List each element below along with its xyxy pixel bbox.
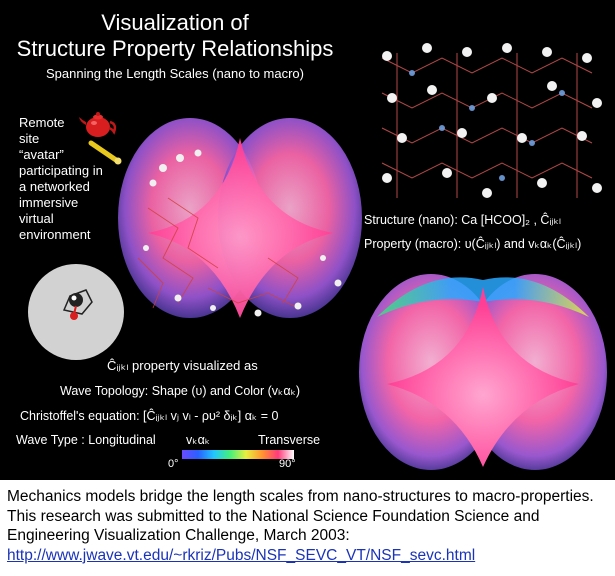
wand-icon (88, 140, 122, 165)
remote-text-line: Remote (19, 115, 65, 130)
poster: Visualization of Structure Property Rela… (0, 0, 615, 480)
title-line-1: Visualization of (101, 10, 249, 35)
title-line-2: Structure Property Relationships (16, 36, 334, 61)
footer-url-link[interactable]: http://www.jwave.vt.edu/~rkriz/Pubs/NSF_… (7, 546, 476, 564)
cijkl-caption: Ĉᵢⱼₖₗ property visualized as (107, 358, 258, 373)
macro-wave-surface-image (359, 274, 607, 470)
property-label: Property (macro): υ(Ĉᵢⱼₖₗ) and vₖαₖ(Ĉᵢⱼₖ… (364, 237, 582, 251)
remote-text-line: immersive (19, 195, 79, 210)
remote-text-line: site (19, 131, 40, 146)
molecular-lattice-image (381, 43, 602, 198)
teapot-icon (79, 112, 117, 137)
remote-text-line: participating in (19, 163, 103, 178)
remote-text-line: “avatar” (19, 147, 64, 162)
avatar-disk-image (28, 264, 124, 360)
transverse-label: Transverse (258, 433, 321, 447)
nano-wave-surface-image (118, 118, 362, 318)
footer-caption: Mechanics models bridge the length scale… (0, 484, 615, 576)
remote-avatar-description: Remote site “avatar” participating in a … (19, 115, 103, 243)
footer-paragraph: Mechanics models bridge the length scale… (7, 487, 607, 565)
scale-max-label: 90° (279, 458, 296, 470)
remote-text-line: virtual (19, 211, 54, 226)
remote-text-line: environment (19, 227, 91, 242)
christoffel-equation: Christoffel's equation: [Ĉᵢⱼₖₗ vⱼ vₗ - ρ… (20, 409, 279, 423)
remote-text-line: a networked (19, 179, 90, 194)
structure-label: Structure (nano): Ca [HCOO]₂ , Ĉᵢⱼₖₗ (364, 213, 562, 227)
topology-caption: Wave Topology: Shape (υ) and Color (vₖαₖ… (60, 384, 301, 398)
wave-type-label: Wave Type : Longitudinal (16, 433, 156, 447)
footer-text: Mechanics models bridge the length scale… (7, 488, 594, 544)
scale-min-label: 0° (168, 458, 179, 470)
color-scale-bar (182, 450, 294, 459)
vk-alpha-label: vₖαₖ (186, 433, 211, 447)
subtitle: Spanning the Length Scales (nano to macr… (45, 66, 304, 81)
